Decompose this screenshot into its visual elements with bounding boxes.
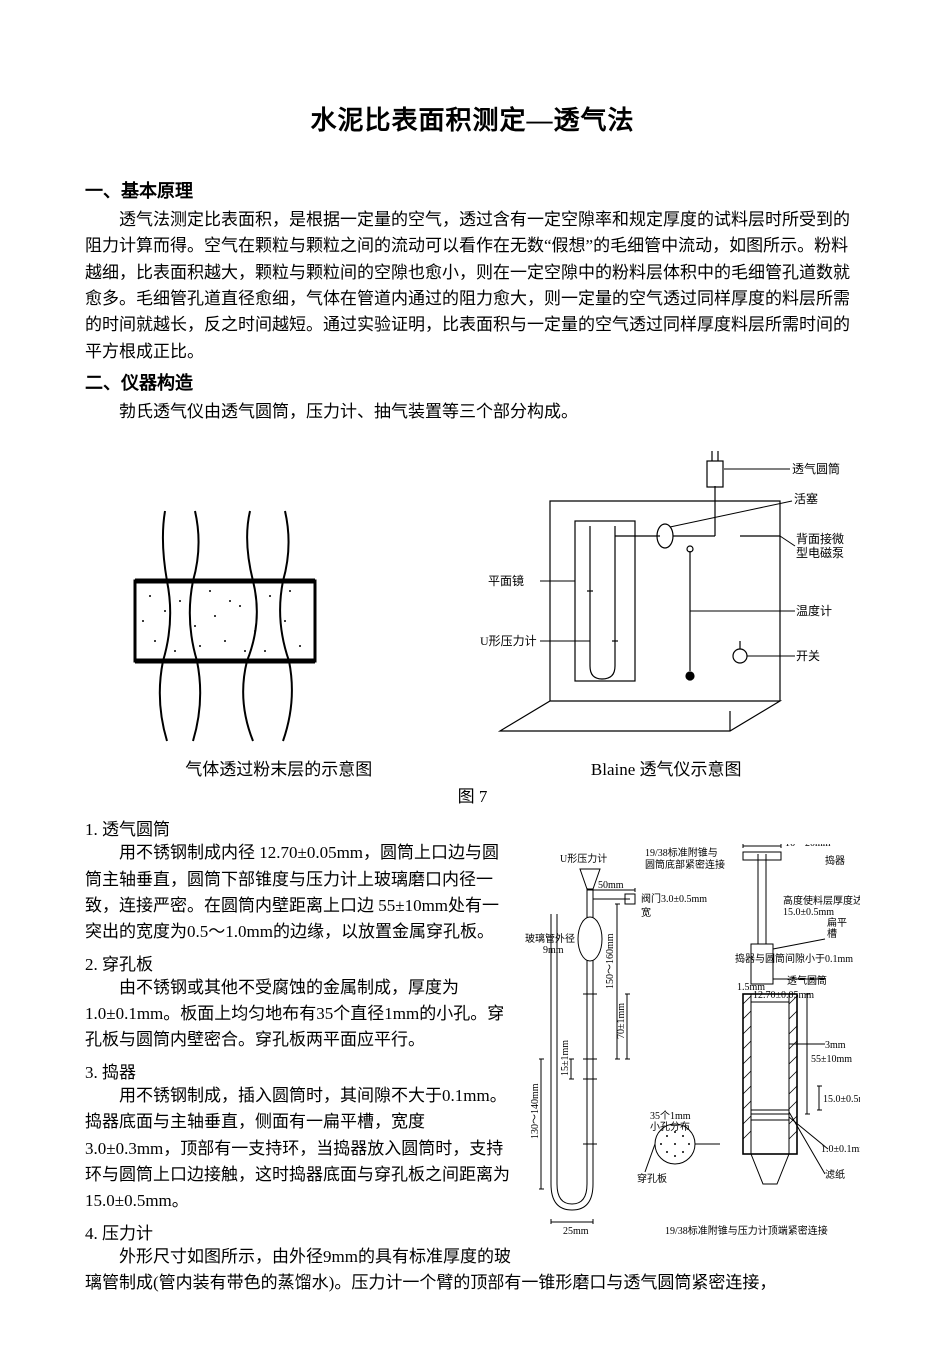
- label-std-top-1: 19/38标准附锥与: [645, 846, 718, 859]
- document-page: 水泥比表面积测定—透气法 一、基本原理 透气法测定比表面积，是根据一定量的空气，…: [0, 0, 945, 1356]
- figure-7-row: 透气圆筒 活塞 背面接微 型电磁泵 平面镜 温度计 U形压力计 开关: [85, 441, 860, 751]
- label-50mm: 50mm: [598, 880, 624, 891]
- label-std-top-2: 圆筒底部紧密连接: [645, 858, 725, 871]
- label-switch: 开关: [796, 649, 820, 663]
- label-15b: 15±1mm: [560, 1040, 571, 1076]
- powder-layer-diagram: [85, 481, 355, 751]
- label-70: 70±1mm: [616, 1003, 627, 1039]
- section-2-paragraph: 勃氏透气仪由透气圆筒，压力计、抽气装置等三个部分构成。: [85, 399, 860, 425]
- document-title: 水泥比表面积测定—透气法: [85, 100, 860, 137]
- label-150-160: 150～160mm: [605, 934, 616, 990]
- label-w16-20: 16～20mm: [785, 844, 831, 849]
- label-35holes-1: 35个1mm: [650, 1110, 691, 1122]
- label-cylinder2: 透气圆筒: [787, 974, 827, 987]
- label-pump-line1: 背面接微: [796, 531, 844, 546]
- label-1p5: 1.5mm: [737, 982, 765, 993]
- section-1-paragraph: 透气法测定比表面积，是根据一定量的空气，透过含有一定空隙率和规定厚度的试料层时所…: [85, 207, 860, 365]
- label-35holes-2: 小孔分布: [650, 1121, 690, 1133]
- section-1-heading: 一、基本原理: [85, 177, 860, 203]
- label-u-pressure: U形压力计: [560, 852, 607, 865]
- label-55mm: 55±10mm: [811, 1054, 852, 1065]
- figure-7-left-caption: 气体透过粉末层的示意图: [85, 755, 473, 780]
- label-valve: 阀门3.0±0.5mm: [641, 892, 707, 905]
- label-flat-groove-2: 槽: [827, 927, 837, 940]
- label-pump-line2: 型电磁泵: [796, 545, 844, 560]
- label-3mm: 3mm: [825, 1040, 846, 1051]
- label-cylinder: 透气圆筒: [792, 461, 840, 476]
- figure-7-right-caption: Blaine 透气仪示意图: [473, 755, 861, 780]
- sub-4-paragraph: 外形尺寸如图所示，由外径9mm的具有标准厚度的玻璃管制成(管内装有带色的蒸馏水)…: [85, 1244, 860, 1297]
- label-thermometer: 温度计: [796, 603, 832, 618]
- label-u-manometer: U形压力计: [480, 634, 537, 648]
- label-height-note-1: 高度使料层厚度达: [783, 894, 860, 907]
- label-1mm: 1.0±0.1mm: [821, 1144, 860, 1155]
- label-tamper: 捣器: [825, 854, 845, 867]
- label-piston: 活塞: [794, 491, 818, 506]
- label-kuan: 宽: [641, 906, 651, 919]
- label-filter-paper: 滤纸: [825, 1168, 845, 1181]
- label-25mm: 25mm: [563, 1226, 589, 1237]
- label-mirror: 平面镜: [488, 573, 524, 588]
- label-perf-plate: 穿孔板: [637, 1172, 667, 1185]
- label-glass-od-2: 9mm: [543, 945, 564, 956]
- figure-7-label: 图 7: [85, 782, 860, 807]
- sub-1-heading: 1. 透气圆筒: [85, 815, 860, 840]
- label-glass-od-1: 玻璃管外径: [525, 932, 575, 945]
- figure-7-captions: 气体透过粉末层的示意图 Blaine 透气仪示意图: [85, 755, 860, 780]
- label-std-bottom: 19/38标准附锥与压力计顶端紧密连接: [665, 1224, 828, 1237]
- label-gap-note: 捣器与圆筒间隙小于0.1mm: [735, 952, 853, 965]
- detail-dimension-diagram: U形压力计 19/38标准附锥与 圆筒底部紧密连接 16～20mm 捣器 阀门3…: [525, 844, 860, 1244]
- blaine-apparatus-diagram: 透气圆筒 活塞 背面接微 型电磁泵 平面镜 温度计 U形压力计 开关: [480, 441, 860, 751]
- lower-text-block: U形压力计 19/38标准附锥与 圆筒底部紧密连接 16～20mm 捣器 阀门3…: [85, 840, 860, 1296]
- section-2-heading: 二、仪器构造: [85, 369, 860, 395]
- label-height-note-2: 15.0±0.5mm: [783, 907, 834, 918]
- label-15mm: 15.0±0.5mm: [823, 1094, 860, 1105]
- label-130-140: 130～140mm: [530, 1084, 541, 1140]
